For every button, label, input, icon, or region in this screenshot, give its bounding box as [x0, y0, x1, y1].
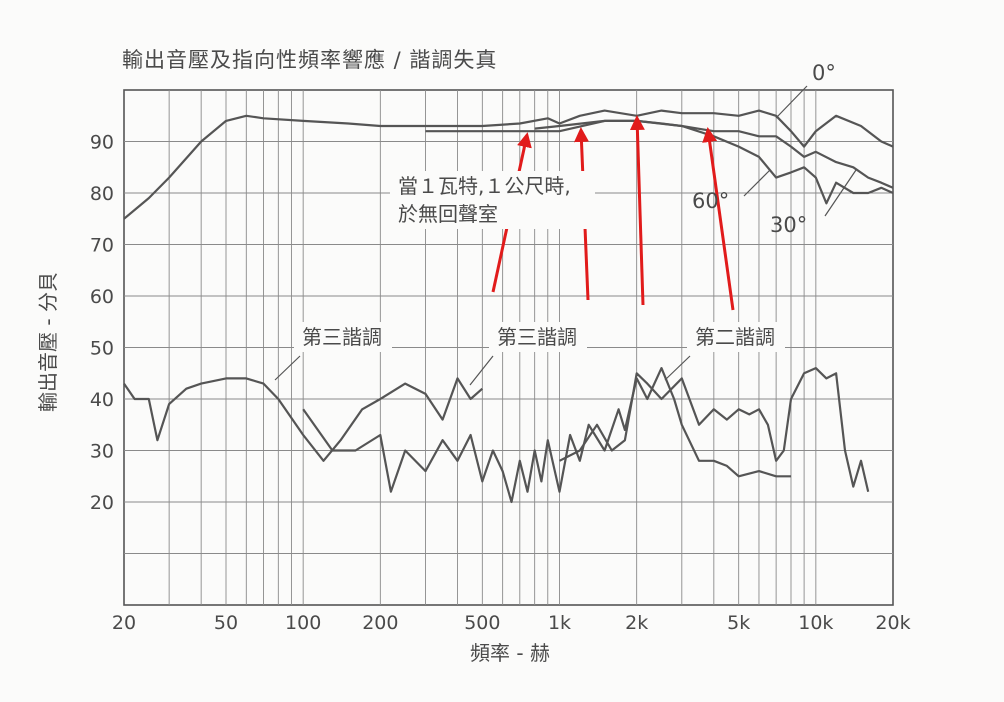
annotation-label: 於無回聲室 — [398, 202, 498, 226]
y-tick-label: 70 — [90, 235, 114, 257]
annotation-leader-line — [743, 169, 771, 197]
series-layer — [123, 109, 894, 504]
annotation-leader-line — [274, 355, 301, 381]
series-line-4 — [302, 367, 791, 504]
annotation-background — [294, 322, 392, 352]
annotation-label: 30° — [770, 213, 807, 237]
annotation-leader-line — [775, 85, 808, 119]
annotation-label: 60° — [692, 189, 729, 213]
x-tick-label: 2k — [625, 612, 648, 634]
y-tick-label: 90 — [90, 132, 114, 154]
x-axis-label: 頻率 - 赫 — [470, 641, 550, 665]
x-tick-label: 100 — [285, 612, 321, 634]
series-line-5 — [559, 367, 870, 492]
annotation-label: 第二諧調 — [695, 325, 775, 349]
y-tick-label: 20 — [90, 492, 114, 514]
annotation-background — [489, 322, 587, 352]
chart-title: 輸出音壓及指向性頻率響應 / 諧調失真 — [122, 48, 498, 72]
x-tick-label: 5k — [727, 612, 750, 634]
annotation-background — [390, 171, 595, 229]
annotation-leader-line — [664, 355, 691, 381]
annotation-label: 第三諧調 — [497, 325, 577, 349]
y-tick-label: 30 — [90, 441, 114, 463]
x-tick-label: 1k — [548, 612, 571, 634]
red-arrow — [702, 127, 735, 311]
y-axis-label: 輸出音壓 - 分貝 — [36, 272, 60, 412]
x-tick-label: 200 — [362, 612, 398, 634]
x-tick-label: 50 — [214, 612, 238, 634]
series-line-3 — [123, 377, 484, 462]
x-tick-label: 500 — [464, 612, 500, 634]
y-tick-label: 40 — [90, 389, 114, 411]
annotation-label: 第三諧調 — [302, 325, 382, 349]
y-tick-label: 80 — [90, 183, 114, 205]
annotation-label: 0° — [812, 61, 836, 85]
annotation-leader-line — [824, 169, 857, 217]
y-tick-label: 60 — [90, 286, 114, 308]
annotation-background — [687, 322, 785, 352]
y-tick-label: 50 — [90, 338, 114, 360]
x-tick-label: 10k — [798, 612, 833, 634]
annotation-label: 當１瓦特,１公尺時, — [398, 174, 571, 198]
annotation-leader-line — [469, 355, 494, 386]
axis-ticks: 20 50 100 200 500 1k 2k 5k 10k 20k 20 30 40 50 60 70 80 9… — [90, 132, 911, 635]
x-tick-label: 20k — [875, 612, 910, 634]
x-tick-label: 20 — [112, 612, 136, 634]
series-line-0 — [123, 109, 894, 220]
red-arrow — [629, 115, 645, 306]
